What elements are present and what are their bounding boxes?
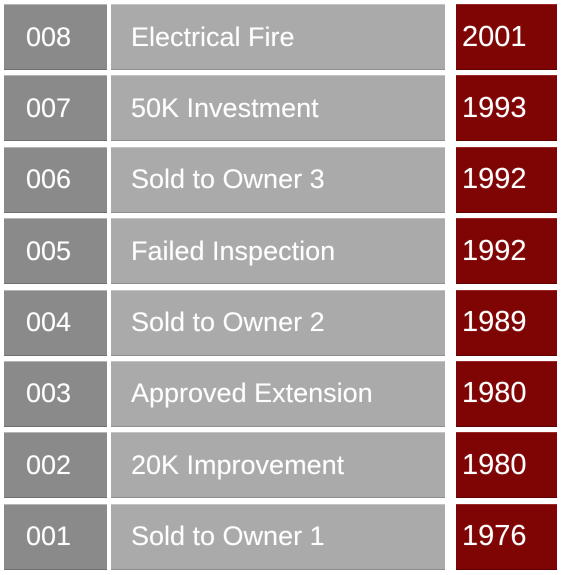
timeline-row: 002 20K Improvement 1980 (4, 432, 557, 499)
timeline-row: 003 Approved Extension 1980 (4, 360, 557, 427)
event-id: 007 (4, 75, 107, 142)
timeline-row: 006 Sold to Owner 3 1992 (4, 146, 557, 213)
event-year: 1992 (456, 218, 557, 285)
event-description: 20K Improvement (111, 432, 445, 499)
event-id: 001 (4, 503, 107, 570)
event-timeline: 008 Electrical Fire 2001 007 50K Investm… (4, 4, 557, 575)
event-id: 002 (4, 432, 107, 499)
event-year: 1993 (456, 75, 557, 142)
event-description: 50K Investment (111, 75, 445, 142)
event-year: 1980 (456, 432, 557, 499)
event-description: Sold to Owner 3 (111, 146, 445, 213)
event-description: Sold to Owner 1 (111, 503, 445, 570)
event-description: Failed Inspection (111, 218, 445, 285)
timeline-row: 001 Sold to Owner 1 1976 (4, 503, 557, 570)
event-id: 004 (4, 289, 107, 356)
event-year: 2001 (456, 4, 557, 70)
event-year: 1976 (456, 503, 557, 570)
timeline-row: 005 Failed Inspection 1992 (4, 218, 557, 285)
event-id: 005 (4, 218, 107, 285)
event-year: 1980 (456, 360, 557, 427)
event-description: Sold to Owner 2 (111, 289, 445, 356)
event-year: 1992 (456, 146, 557, 213)
event-id: 008 (4, 4, 107, 70)
event-description: Approved Extension (111, 360, 445, 427)
event-id: 006 (4, 146, 107, 213)
timeline-row: 004 Sold to Owner 2 1989 (4, 289, 557, 356)
event-year: 1989 (456, 289, 557, 356)
event-description: Electrical Fire (111, 4, 445, 70)
timeline-row: 008 Electrical Fire 2001 (4, 4, 557, 70)
timeline-row: 007 50K Investment 1993 (4, 75, 557, 142)
event-id: 003 (4, 360, 107, 427)
